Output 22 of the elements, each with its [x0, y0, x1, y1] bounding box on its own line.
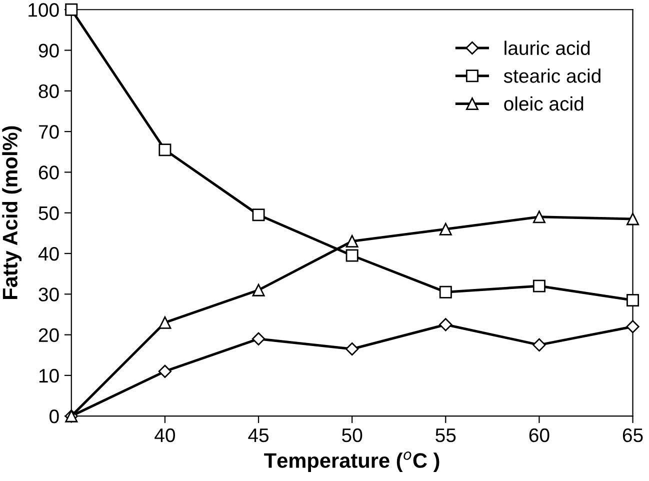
y-tick-label: 0 [50, 410, 59, 424]
y-tick-label: 50 [38, 206, 59, 220]
x-axis-title: Temperature ($^{o}$C ) [264, 452, 440, 472]
x-tick-label: 55 [436, 428, 456, 442]
y-tick-label: 40 [38, 246, 59, 261]
legend-label: stearic acid [504, 68, 600, 83]
x-tick-label: 60 [529, 428, 550, 442]
y-tick-label: 80 [38, 84, 59, 98]
y-tick-label: 60 [38, 166, 59, 180]
x-tick-label: 65 [622, 428, 643, 442]
y-tick-label: 10 [39, 368, 59, 383]
y-tick-label: 30 [38, 288, 59, 302]
y-axis-title: Fatty Acid (mol%) [2, 126, 22, 300]
legend-label: oleic acid [504, 96, 584, 111]
y-tick-label: 90 [38, 44, 59, 58]
y-tick-label: 100 [28, 3, 59, 17]
y-tick-label: 20 [38, 328, 59, 342]
x-tick-label: 50 [342, 428, 362, 442]
legend-label: lauric acid [504, 40, 590, 56]
x-tick-label: 45 [248, 428, 269, 442]
y-tick-label: 70 [38, 125, 59, 139]
x-tick-label: 40 [154, 428, 176, 442]
